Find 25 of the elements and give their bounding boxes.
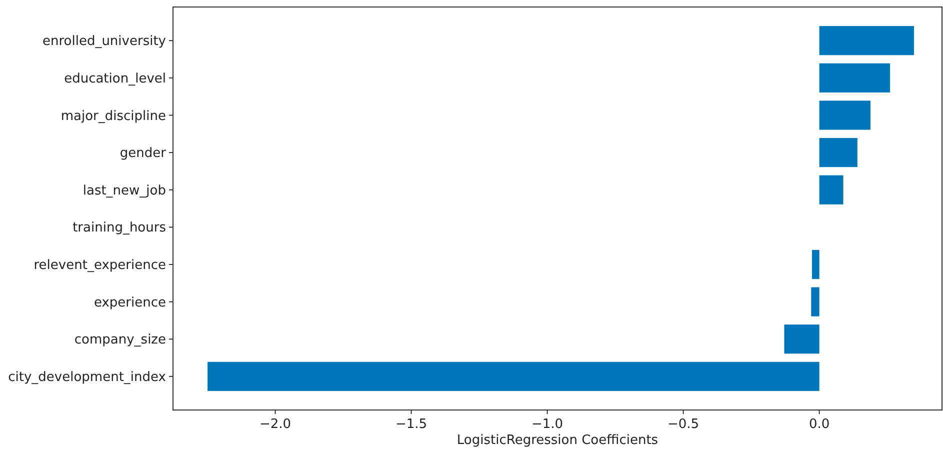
y-tick-label: training_hours [72, 220, 166, 236]
y-tick-label: city_development_index [8, 370, 166, 385]
y-tick-label: major_discipline [60, 108, 166, 124]
x-tick-label: −2.0 [259, 417, 292, 432]
bar [819, 100, 870, 130]
x-tick-label: −0.5 [668, 417, 700, 432]
bar [784, 324, 820, 354]
y-tick-label: education_level [64, 71, 166, 86]
y-tick-label: gender [120, 146, 167, 162]
bar [819, 175, 844, 204]
x-tick-label: 0.0 [808, 417, 830, 432]
y-tick-label: company_size [74, 332, 166, 348]
bar [208, 362, 820, 391]
y-tick-label: last_new_job [82, 183, 166, 198]
y-tick-label: experience [94, 295, 166, 310]
bar [819, 138, 858, 168]
y-tick-label: enrolled_university [42, 34, 166, 50]
bar [812, 250, 820, 280]
bar [819, 63, 890, 92]
bar [811, 287, 820, 316]
x-axis-title: LogisticRegression Coefficients [456, 433, 658, 448]
bar [819, 26, 914, 56]
x-tick-label: −1.5 [396, 417, 428, 432]
x-tick-label: −1.0 [532, 417, 564, 432]
y-tick-label: relevent_experience [34, 258, 166, 274]
